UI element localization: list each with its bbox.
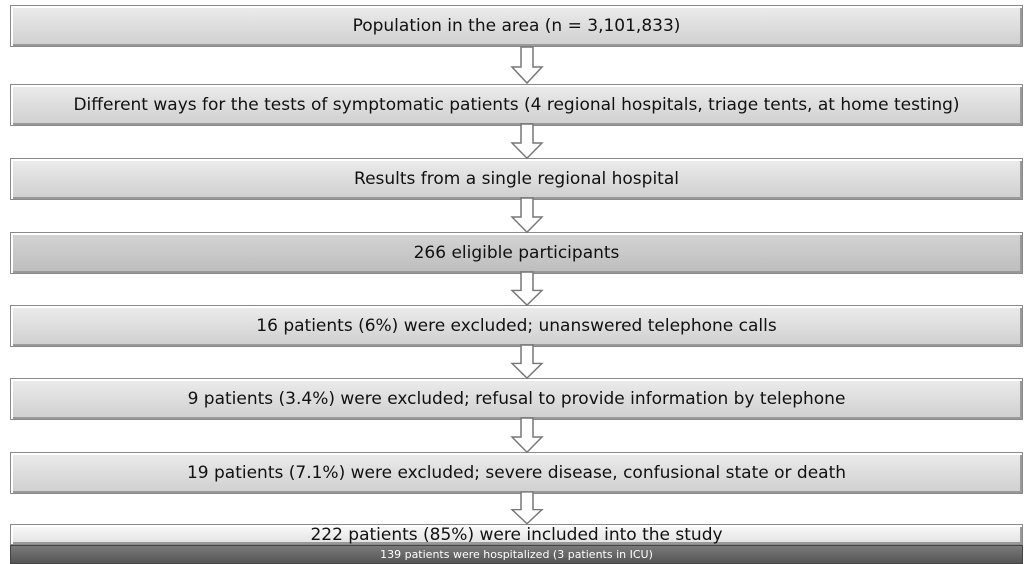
node-box: 16 patients (6%) were excluded; unanswer…	[10, 305, 1023, 347]
node-label: Population in the area (n = 3,101,833)	[352, 16, 681, 36]
arrow	[511, 197, 543, 233]
node-label: 266 eligible participants	[413, 243, 620, 263]
node-label: 139 patients were hospitalized (3 patien…	[380, 548, 653, 561]
node-label: 19 patients (7.1%) were excluded; severe…	[186, 463, 847, 483]
arrow	[511, 123, 543, 159]
arrow	[511, 491, 543, 525]
arrow	[511, 344, 543, 379]
node-label: Results from a single regional hospital	[354, 169, 679, 189]
arrow	[511, 46, 543, 84]
node-box: 9 patients (3.4%) were excluded; refusal…	[10, 378, 1023, 420]
node-box: Different ways for the tests of symptoma…	[10, 84, 1023, 126]
node-box: Population in the area (n = 3,101,833)	[10, 5, 1023, 47]
node-box: 222 patients (85%) were included into th…	[10, 524, 1023, 545]
arrow	[511, 417, 543, 453]
node-label: Different ways for the tests of symptoma…	[73, 95, 960, 115]
node-label: 16 patients (6%) were excluded; unanswer…	[256, 316, 777, 336]
node-label: 222 patients (85%) were included into th…	[310, 524, 723, 545]
node-box: 19 patients (7.1%) were excluded; severe…	[10, 452, 1023, 494]
node-box: 266 eligible participants	[10, 232, 1023, 274]
node-label: 9 patients (3.4%) were excluded; refusal…	[187, 389, 846, 409]
node-box: Results from a single regional hospital	[10, 158, 1023, 200]
arrow	[511, 271, 543, 306]
